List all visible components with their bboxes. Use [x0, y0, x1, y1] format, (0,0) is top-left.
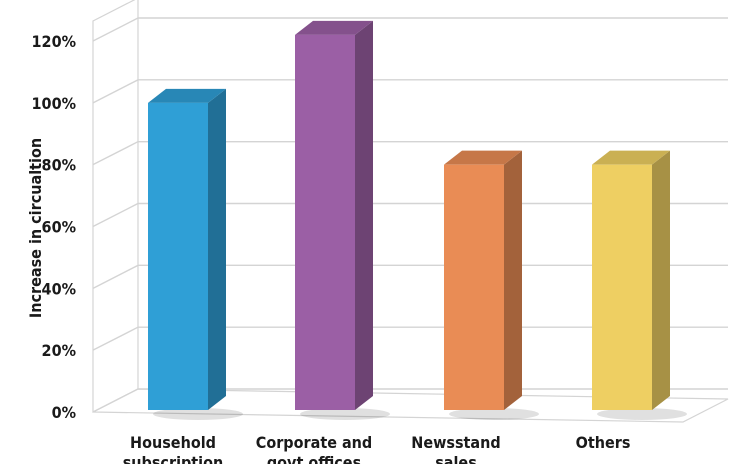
- y-tick-label: 80%: [42, 156, 76, 175]
- gridlines: [92, 17, 728, 413]
- gridline: [92, 140, 728, 166]
- y-tick-label: 40%: [42, 279, 76, 298]
- bar-top: [444, 150, 522, 165]
- bar-front: [592, 164, 652, 410]
- bar: [592, 150, 687, 420]
- bar-top: [148, 88, 226, 103]
- bar-top: [295, 20, 373, 35]
- y-tick-labels: 0% 20% 40% 60% 80% 100% 120%: [32, 32, 76, 422]
- bar-front: [444, 164, 504, 410]
- y-tick-label: 0%: [52, 403, 76, 422]
- bar-shadow: [449, 408, 539, 420]
- bar-side: [652, 150, 670, 410]
- gridline: [92, 17, 728, 42]
- y-tick-label: 20%: [42, 341, 76, 360]
- chart-walls: [92, 0, 729, 423]
- bar: [148, 88, 243, 420]
- bar-side: [355, 20, 373, 410]
- gridline: [92, 202, 728, 228]
- bar-front: [295, 34, 355, 411]
- y-axis-label: Increase in circualtion: [26, 138, 45, 318]
- bars: [148, 20, 687, 420]
- bar: [295, 20, 390, 420]
- side-wall: [92, 0, 139, 413]
- gridline: [92, 388, 728, 413]
- bar-top: [592, 150, 670, 165]
- gridline: [92, 79, 728, 104]
- bar-side: [208, 88, 226, 410]
- gridline: [92, 264, 728, 289]
- bar-shadow: [597, 408, 687, 420]
- category-label: Household subscription: [123, 433, 224, 464]
- y-tick-label: 120%: [32, 32, 76, 51]
- category-label: Corporate and govt offices: [256, 433, 372, 464]
- bar: [444, 150, 539, 420]
- category-label: Newsstand sales: [411, 433, 500, 464]
- category-label: Others: [576, 433, 631, 452]
- category-labels: Household subscription Corporate and govt o…: [123, 433, 631, 464]
- y-tick-label: 100%: [32, 94, 76, 113]
- bar-shadow: [300, 408, 390, 420]
- gridline: [92, 326, 728, 351]
- y-tick-label: 60%: [42, 218, 76, 237]
- bar-shadow: [153, 408, 243, 420]
- bar-front: [148, 102, 208, 410]
- bar-side: [504, 150, 522, 410]
